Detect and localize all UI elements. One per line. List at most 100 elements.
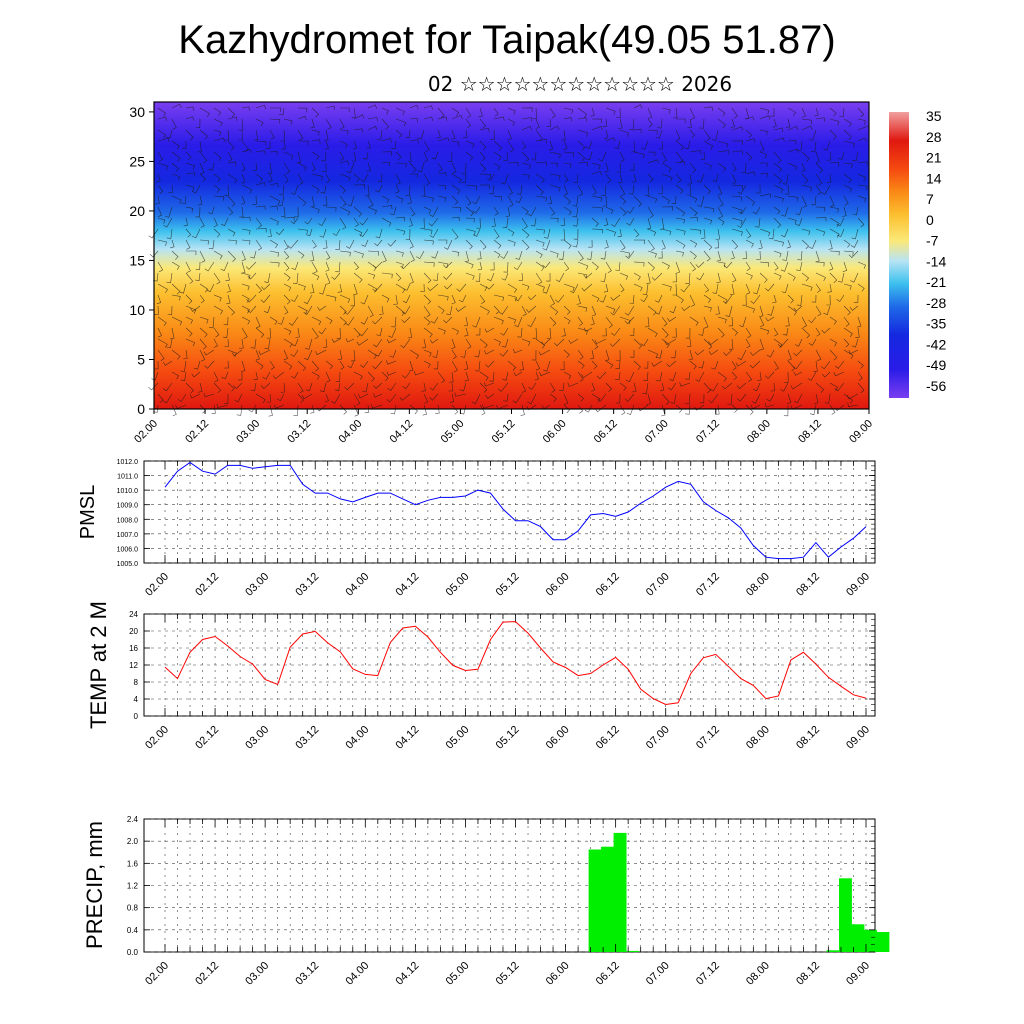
wind-barb — [826, 294, 831, 306]
wind-barb — [642, 283, 649, 296]
wind-barb — [339, 118, 345, 130]
wind-barb — [213, 195, 225, 201]
wind-barb — [773, 137, 785, 142]
wind-barb — [513, 261, 523, 271]
wind-barb — [539, 371, 551, 377]
wind-barb — [321, 151, 327, 162]
wind-barb — [787, 195, 799, 202]
wind-barb — [815, 162, 824, 174]
wind-barb — [767, 305, 775, 316]
wind-barb — [838, 151, 845, 160]
pmsl-y-axis: 1005.01006.01007.01008.01009.01010.01011… — [117, 459, 875, 568]
x-tick-label: 03.00 — [243, 724, 271, 752]
wind-barb — [239, 206, 244, 218]
wind-barb — [170, 327, 175, 340]
pmsl-panel: 1005.01006.01007.01008.01009.01010.01011… — [77, 459, 876, 599]
wind-barb — [503, 393, 509, 402]
wind-barb — [647, 173, 654, 183]
wind-barb — [577, 250, 584, 261]
wind-barb — [192, 184, 201, 194]
wind-barb — [479, 294, 486, 304]
wind-barb — [717, 327, 725, 338]
wind-barb — [745, 305, 755, 313]
wind-barb — [737, 184, 747, 195]
wind-barb — [151, 371, 159, 381]
y-tick-label: 0.0 — [127, 948, 139, 957]
wind-barb — [309, 250, 315, 262]
wind-barb — [185, 151, 192, 161]
wind-barb — [423, 316, 431, 326]
wind-barb — [591, 294, 600, 303]
y-tick-label: 1008.0 — [117, 517, 139, 524]
y-tick-label: 1007.0 — [117, 532, 139, 539]
wind-barb — [347, 195, 355, 207]
wind-barb — [395, 173, 401, 185]
wind-barb — [367, 104, 377, 109]
wind-barb — [356, 338, 369, 346]
wind-barb — [148, 228, 159, 239]
wind-barb — [604, 162, 609, 173]
chart-subtitle: 02 ☆☆☆☆☆☆☆☆☆☆☆☆ 2026 — [427, 72, 733, 96]
wind-barb — [689, 261, 696, 272]
wind-barb — [340, 107, 350, 113]
wind-barb — [689, 294, 696, 307]
wind-barb — [265, 141, 271, 149]
wind-barb — [773, 184, 784, 193]
colorbar-label: -28 — [926, 295, 946, 311]
wind-barb — [671, 195, 677, 205]
wind-barb — [423, 261, 435, 267]
wind-barb — [255, 393, 266, 404]
wind-barb — [525, 305, 537, 313]
wind-barb — [591, 338, 599, 350]
wind-barb — [395, 250, 404, 257]
wind-barb — [808, 338, 817, 346]
wind-barb — [255, 118, 264, 127]
wind-barb — [829, 250, 840, 256]
wind-barb — [675, 140, 685, 151]
wind-barb — [224, 184, 229, 196]
wind-barb — [331, 393, 341, 404]
wind-barb — [367, 272, 376, 280]
wind-barb — [689, 206, 698, 217]
wind-barb — [297, 360, 307, 372]
wind-barb — [758, 239, 763, 250]
wind-barb — [283, 272, 291, 281]
x-tick-label: 04.00 — [343, 960, 371, 988]
wind-barb — [815, 272, 826, 282]
wind-barb — [589, 349, 595, 360]
wind-barb — [836, 217, 845, 227]
wind-barb — [367, 371, 375, 382]
wind-barb — [213, 228, 221, 238]
wind-barb — [269, 217, 279, 226]
wind-barb — [535, 272, 543, 285]
wind-barb — [283, 294, 291, 305]
wind-barb — [549, 173, 561, 180]
wind-barb — [801, 228, 811, 236]
wind-barb — [367, 206, 378, 215]
wind-barb — [502, 371, 509, 381]
wind-barb — [558, 250, 565, 260]
wind-barb — [395, 261, 404, 269]
wind-barb — [353, 272, 363, 283]
wind-barb — [149, 250, 159, 258]
wind-barb — [857, 184, 868, 191]
wind-barb — [339, 305, 347, 315]
wind-barb — [157, 129, 167, 139]
wind-barb — [836, 228, 845, 237]
wind-barb — [502, 151, 509, 161]
wind-barb — [391, 316, 397, 328]
wind-barb — [472, 195, 481, 205]
wind-barb — [387, 382, 397, 392]
wind-barb — [796, 294, 803, 306]
wind-barb — [372, 283, 383, 292]
wind-barb — [815, 250, 820, 263]
y-tick-label: 1011.0 — [117, 474, 138, 481]
wind-barb — [447, 151, 453, 163]
colorbar-label: 7 — [926, 191, 934, 207]
wind-barb — [157, 239, 167, 246]
wind-barb — [154, 360, 159, 370]
wind-barb — [619, 129, 629, 137]
wind-barb — [297, 195, 307, 207]
wind-barb — [781, 206, 789, 217]
wind-barb — [297, 140, 309, 146]
